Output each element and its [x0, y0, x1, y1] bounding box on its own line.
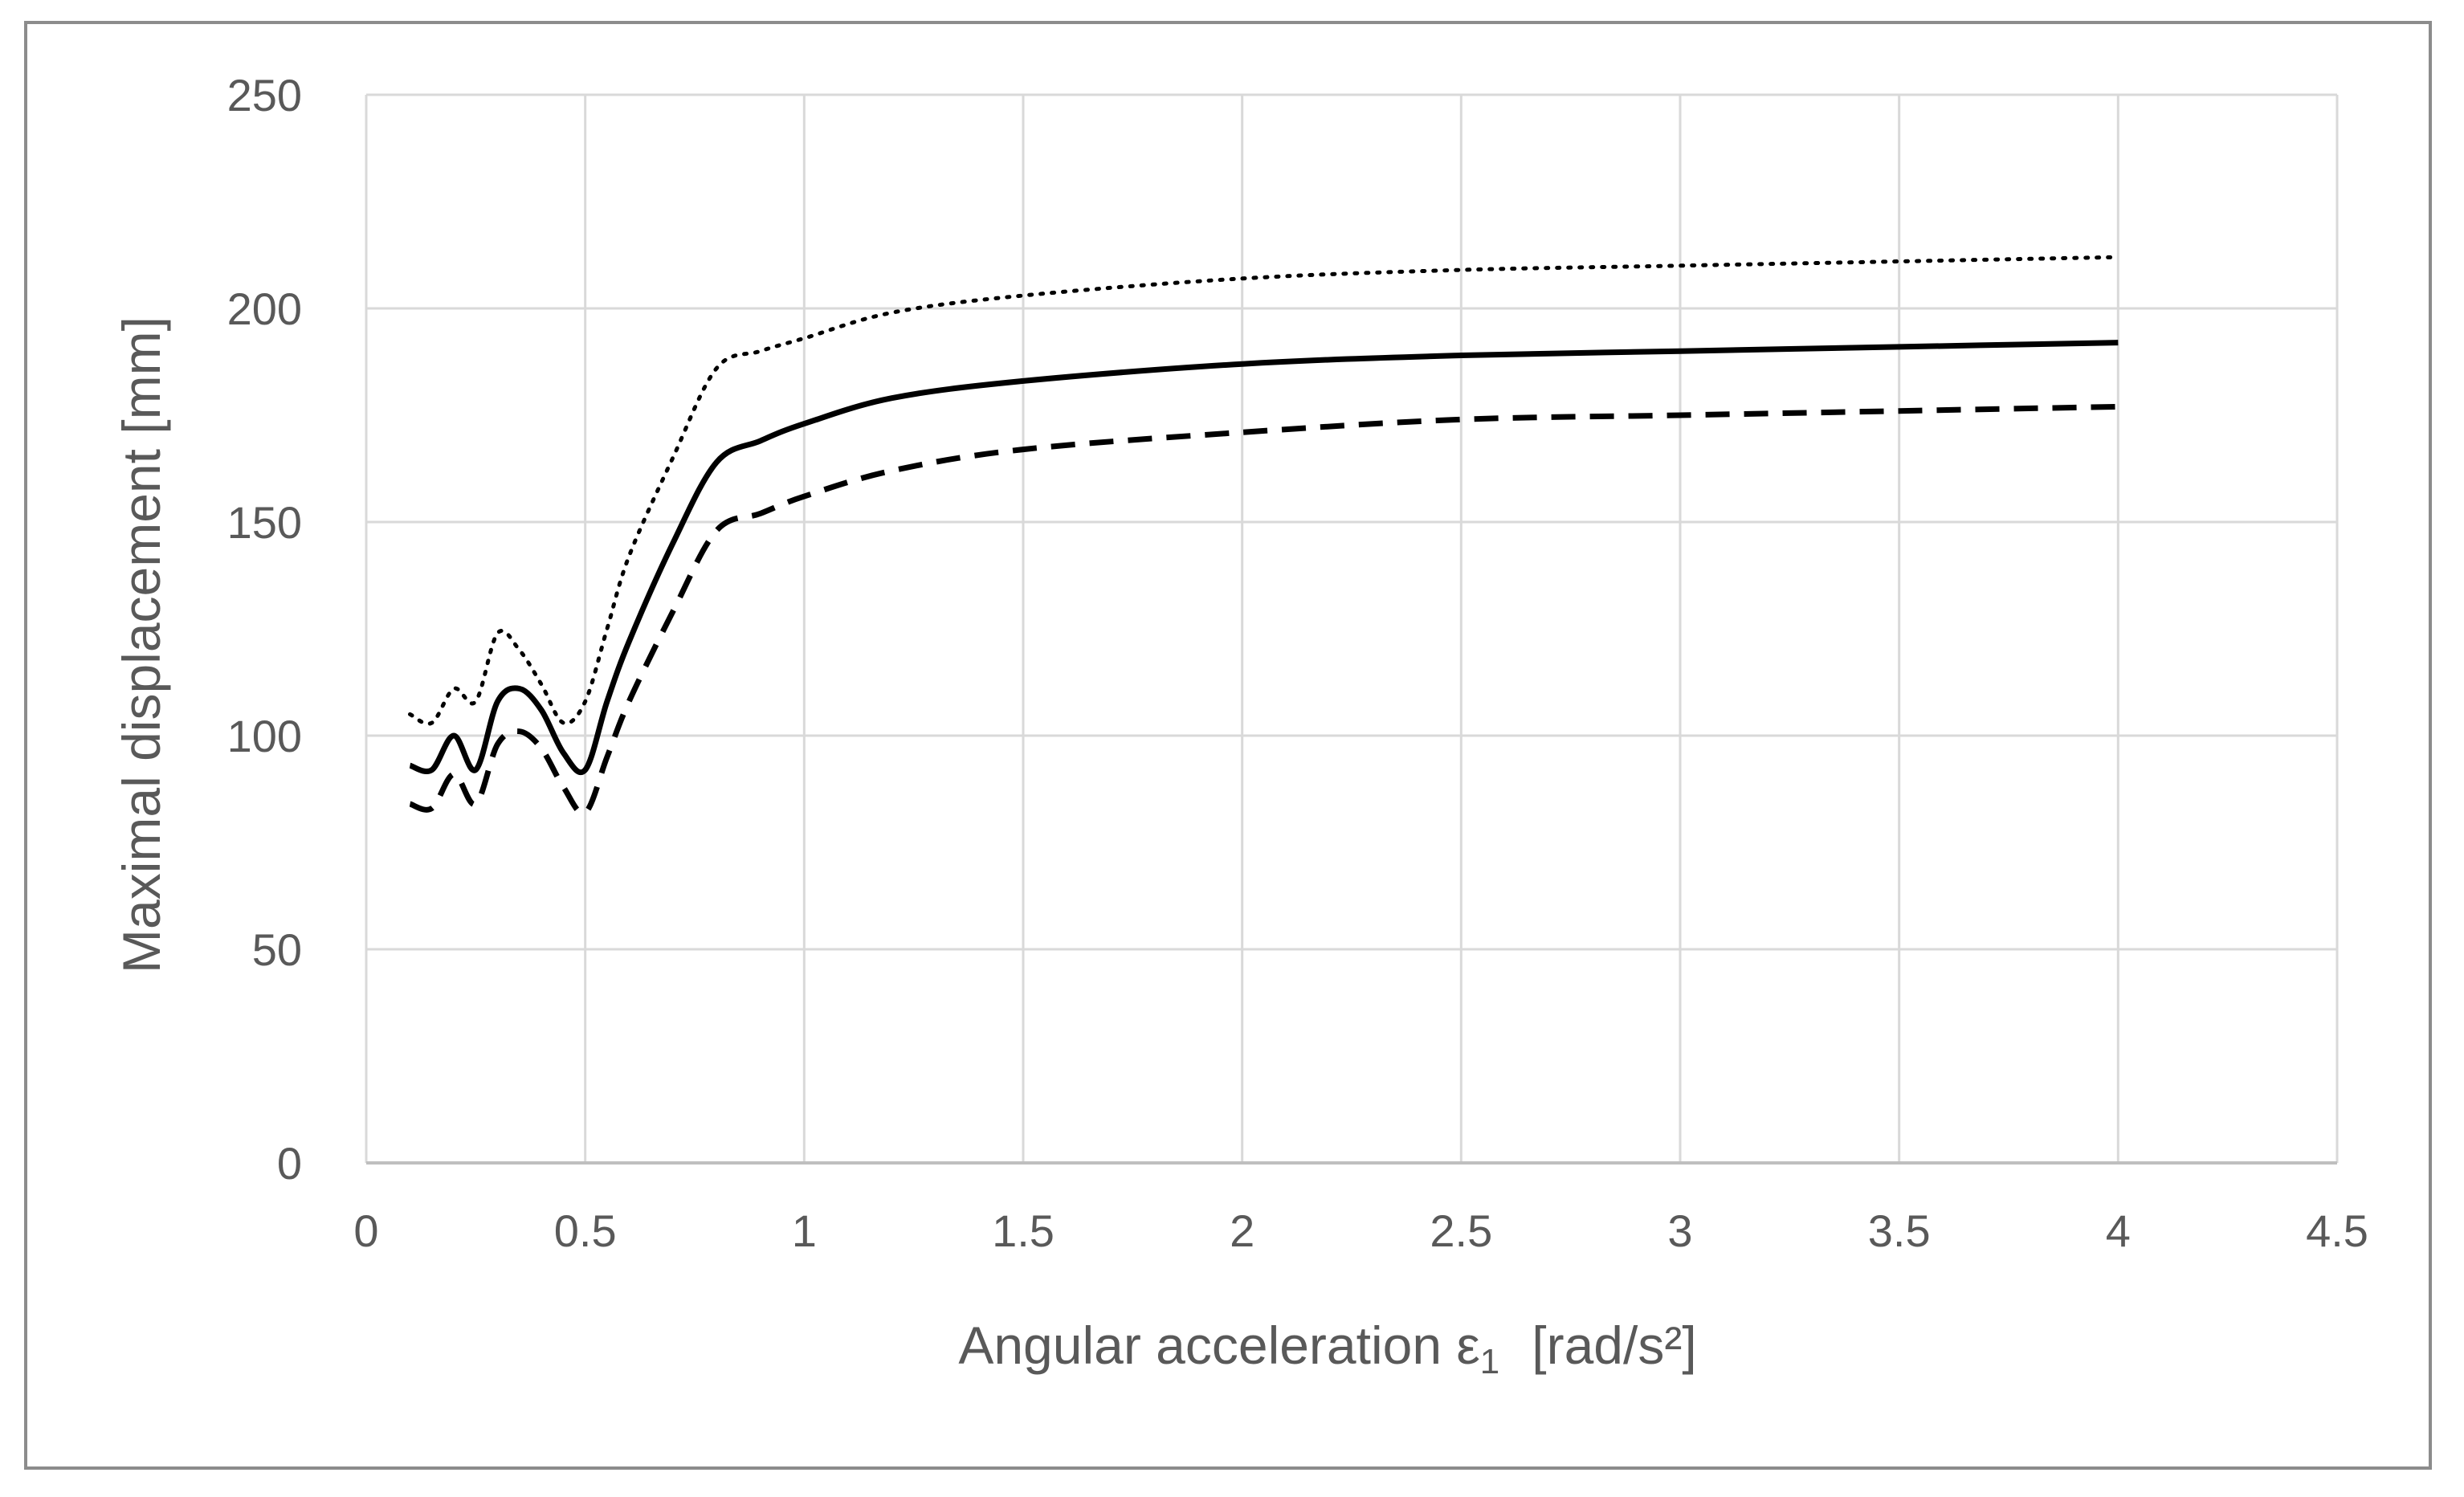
gridlines: [366, 93, 2339, 1163]
tick-labels: 0 0.5 1 1.5 2 2.5 3 3.5 4 4.5 0 50 100 150 200 250: [227, 70, 2368, 1256]
y-tick-label: 250: [227, 70, 302, 120]
x-axis-title-subscript: 1: [1480, 1342, 1499, 1381]
axes: [365, 95, 2337, 1165]
x-tick-label: 0: [353, 1205, 378, 1256]
series-dotted-line: [408, 255, 2120, 726]
x-tick-label: 2: [1230, 1205, 1254, 1256]
y-axis-title: Maximal displacement [mm]: [112, 316, 171, 973]
series-lines: [408, 255, 2120, 817]
chart-frame: 0 0.5 1 1.5 2 2.5 3 3.5 4 4.5 0 50 100 150 200 250 Maxi…: [24, 21, 2432, 1470]
x-tick-label: 0.5: [554, 1205, 617, 1256]
x-tick-label: 2.5: [1430, 1205, 1492, 1256]
y-tick-label: 200: [227, 283, 302, 334]
y-tick-label: 100: [227, 711, 302, 761]
x-axis-title-main: Angular acceleration ε: [958, 1315, 1479, 1375]
x-tick-label: 1.5: [992, 1205, 1055, 1256]
series-solid-line: [409, 340, 2119, 775]
line-chart: 0 0.5 1 1.5 2 2.5 3 3.5 4 4.5 0 50 100 150 200 250 Maxi…: [112, 70, 2368, 1381]
y-tick-label: 150: [227, 497, 302, 548]
x-tick-label: 3: [1667, 1205, 1692, 1256]
x-tick-label: 1: [792, 1205, 817, 1256]
series-dashed-line: [409, 403, 2119, 817]
y-tick-label: 50: [252, 924, 302, 975]
x-axis-title: Angular acceleration ε1 [rad/s²]: [958, 1315, 1696, 1381]
y-tick-label: 0: [277, 1138, 302, 1189]
x-axis-title-units: [rad/s²]: [1532, 1315, 1696, 1375]
x-tick-label: 4.5: [2306, 1205, 2368, 1256]
x-tick-label: 3.5: [1868, 1205, 1931, 1256]
x-tick-label: 4: [2106, 1205, 2131, 1256]
